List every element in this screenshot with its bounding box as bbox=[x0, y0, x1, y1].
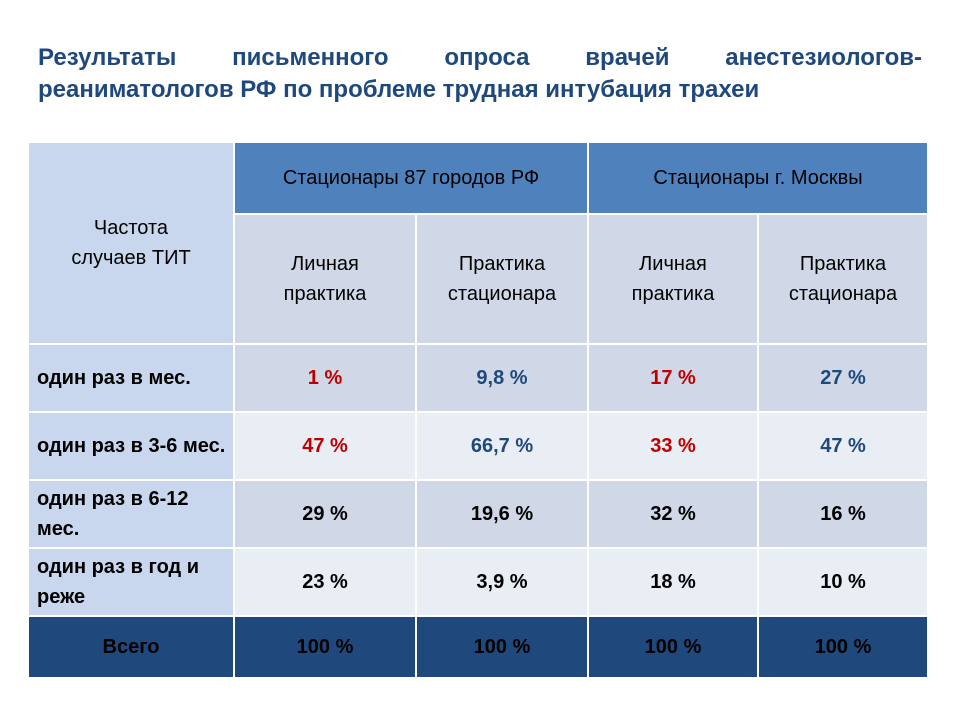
subheader-text: Личная практика bbox=[283, 253, 367, 305]
value-cell: 32 % bbox=[587, 479, 760, 549]
row-label: один раз в 3-6 мес. bbox=[27, 411, 235, 481]
subheader-text: Практика стационара bbox=[447, 253, 557, 305]
frequency-header-text: Частота случаев ТИТ bbox=[71, 217, 191, 269]
value-cell: 33 % bbox=[587, 411, 760, 481]
value-cell: 18 % bbox=[587, 547, 760, 617]
subheader-text: Практика стационара bbox=[788, 253, 898, 305]
title-line-1: Результаты письменного опроса врачей ане… bbox=[38, 44, 922, 71]
subheader-text: Личная практика bbox=[631, 253, 715, 305]
table-row: один раз в 3-6 мес. 47 % 66,7 % 33 % 47 … bbox=[27, 411, 930, 481]
title-line-2: реаниматологов РФ по проблеме трудная ин… bbox=[38, 76, 760, 103]
value-cell: 19,6 % bbox=[414, 479, 590, 549]
slide-title: Результаты письменного опроса врачей ане… bbox=[38, 42, 922, 106]
subheader-hospital-practice: Практика стационара bbox=[414, 213, 590, 345]
frequency-header: Частота случаев ТИТ bbox=[27, 141, 235, 345]
subheader-personal-practice: Личная практика bbox=[587, 213, 760, 345]
row-label: один раз в мес. bbox=[27, 343, 235, 413]
table-row: один раз в 6-12 мес. 29 % 19,6 % 32 % 16… bbox=[27, 479, 930, 549]
group-header-87-cities: Стационары 87 городов РФ bbox=[232, 141, 590, 215]
total-value: 100 % bbox=[414, 615, 590, 679]
value-cell: 17 % bbox=[587, 343, 760, 413]
row-label: один раз в 6-12 мес. bbox=[27, 479, 235, 549]
survey-table: Частота случаев ТИТ Стационары 87 городо… bbox=[27, 141, 930, 679]
value-cell: 47 % bbox=[757, 411, 930, 481]
value-cell: 3,9 % bbox=[414, 547, 590, 617]
table-row: один раз в год и реже 23 % 3,9 % 18 % 10… bbox=[27, 547, 930, 617]
value-cell: 9,8 % bbox=[414, 343, 590, 413]
total-row: Всего 100 % 100 % 100 % 100 % bbox=[27, 615, 930, 679]
table-row: один раз в мес. 1 % 9,8 % 17 % 27 % bbox=[27, 343, 930, 413]
value-cell: 16 % bbox=[757, 479, 930, 549]
value-cell: 10 % bbox=[757, 547, 930, 617]
row-label: один раз в год и реже bbox=[27, 547, 235, 617]
total-value: 100 % bbox=[757, 615, 930, 679]
value-cell: 29 % bbox=[233, 479, 417, 549]
value-cell: 47 % bbox=[233, 411, 417, 481]
total-value: 100 % bbox=[233, 615, 417, 679]
total-value: 100 % bbox=[587, 615, 760, 679]
subheader-hospital-practice: Практика стационара bbox=[757, 213, 930, 345]
value-cell: 27 % bbox=[757, 343, 930, 413]
subheader-personal-practice: Личная практика bbox=[233, 213, 417, 345]
value-cell: 1 % bbox=[233, 343, 417, 413]
total-label: Всего bbox=[27, 615, 235, 679]
group-header-moscow: Стационары г. Москвы bbox=[587, 141, 930, 215]
value-cell: 23 % bbox=[233, 547, 417, 617]
value-cell: 66,7 % bbox=[414, 411, 590, 481]
